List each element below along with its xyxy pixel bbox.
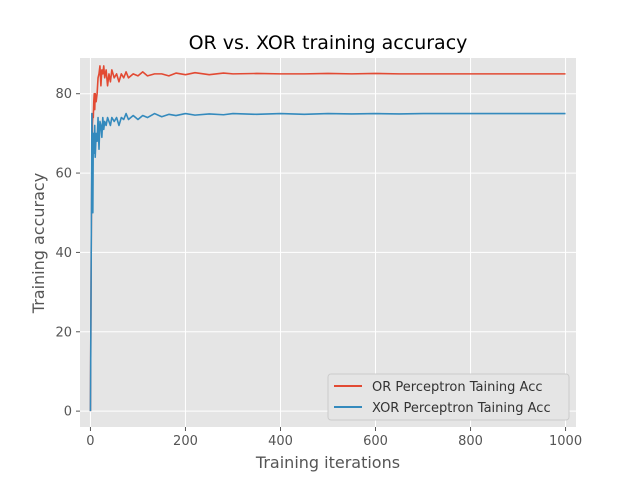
x-tick-label: 0 <box>86 434 94 449</box>
tick-labels: 0 200 400 600 800 1000 0 20 40 60 80 <box>55 87 582 449</box>
series-layer <box>89 65 566 412</box>
chart-title: OR vs. XOR training accuracy <box>189 32 468 54</box>
y-tick-label: 40 <box>55 246 72 261</box>
grid-lines <box>80 58 576 427</box>
x-tick-label: 200 <box>173 434 198 449</box>
legend: OR Perceptron Taining Acc XOR Perceptron… <box>327 373 570 421</box>
legend-or-label: OR Perceptron Taining Acc <box>372 380 543 395</box>
legend-xor-label: XOR Perceptron Taining Acc <box>372 401 551 416</box>
y-axis-label: Training accuracy <box>29 173 48 314</box>
or-series-line <box>89 65 566 412</box>
y-tick-label: 60 <box>55 167 72 182</box>
y-tick-label: 0 <box>64 405 72 420</box>
x-tick-label: 600 <box>363 434 388 449</box>
x-tick-label: 1000 <box>549 434 582 449</box>
x-tick-label: 800 <box>458 434 483 449</box>
y-tick-label: 20 <box>55 325 72 340</box>
plot-area <box>80 58 576 427</box>
legend-box <box>327 373 570 421</box>
x-axis-label: Training iterations <box>255 453 400 472</box>
y-tick-label: 80 <box>55 87 72 102</box>
x-tick-label: 400 <box>268 434 293 449</box>
xor-series-line <box>89 112 566 412</box>
